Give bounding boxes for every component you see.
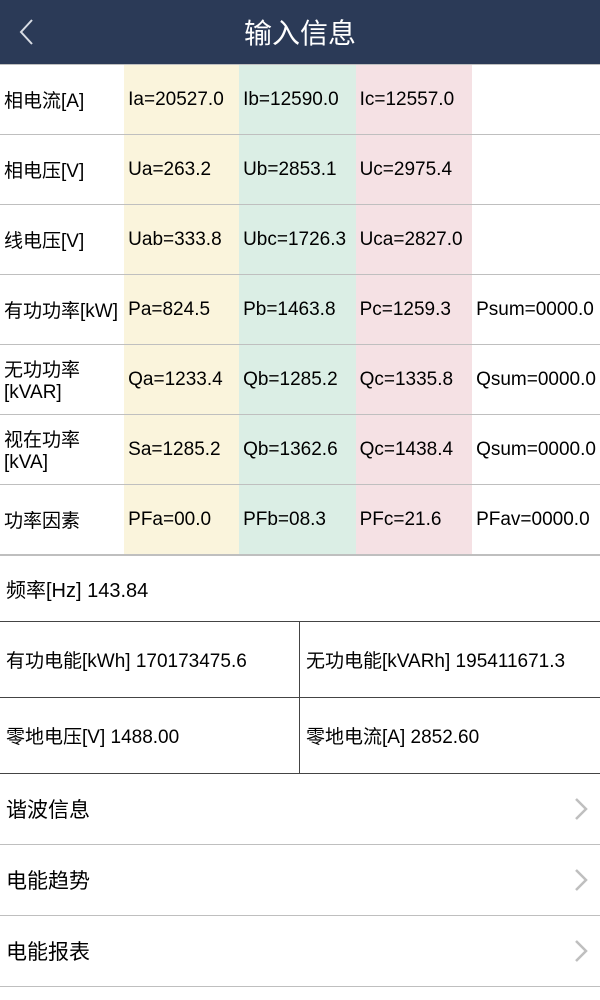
active-energy-cell: 有功电能[kWh] 170173475.6 <box>0 622 300 698</box>
row-label: 无功功率[kVAR] <box>0 345 124 415</box>
phase-a-cell: Qa=1233.4 <box>124 345 239 415</box>
phase-c-cell: Qc=1438.4 <box>356 415 473 485</box>
table-row: 线电压[V]Uab=333.8Ubc=1726.3Uca=2827.0 <box>0 205 600 275</box>
row-label: 线电压[V] <box>0 205 124 275</box>
header: 输入信息 <box>0 0 600 64</box>
phase-a-cell: Pa=824.5 <box>124 275 239 345</box>
ground-current-cell: 零地电流[A] 2852.60 <box>300 698 600 774</box>
row-label: 视在功率[kVA] <box>0 415 124 485</box>
phase-c-cell: Uca=2827.0 <box>356 205 473 275</box>
sum-cell: PFav=0000.0 <box>472 485 600 555</box>
phase-c-cell: Ic=12557.0 <box>356 65 473 135</box>
page-title: 输入信息 <box>0 12 600 52</box>
phase-c-cell: Pc=1259.3 <box>356 275 473 345</box>
nav-item[interactable]: 电能趋势 <box>0 845 600 916</box>
phase-a-cell: Sa=1285.2 <box>124 415 239 485</box>
nav-item[interactable]: 谐波信息 <box>0 774 600 845</box>
sum-cell <box>472 205 600 275</box>
sum-cell <box>472 65 600 135</box>
table-row: 无功功率[kVAR]Qa=1233.4Qb=1285.2Qc=1335.8Qsu… <box>0 345 600 415</box>
phase-c-cell: Qc=1335.8 <box>356 345 473 415</box>
ground-voltage-cell: 零地电压[V] 1488.00 <box>0 698 300 774</box>
energy-grid: 有功电能[kWh] 170173475.6 无功电能[kVARh] 195411… <box>0 621 600 774</box>
nav-item[interactable]: 电能报表 <box>0 916 600 987</box>
measurements-table: 相电流[A]Ia=20527.0Ib=12590.0Ic=12557.0相电压[… <box>0 64 600 555</box>
chevron-right-icon <box>574 797 588 821</box>
frequency-row: 频率[Hz] 143.84 <box>0 555 600 621</box>
row-label: 相电流[A] <box>0 65 124 135</box>
nav-item-label: 电能报表 <box>6 936 90 966</box>
phase-b-cell: Ubc=1726.3 <box>239 205 356 275</box>
row-label: 相电压[V] <box>0 135 124 205</box>
back-icon[interactable] <box>18 18 34 46</box>
sum-cell: Psum=0000.0 <box>472 275 600 345</box>
table-row: 功率因素PFa=00.0PFb=08.3PFc=21.6PFav=0000.0 <box>0 485 600 555</box>
phase-a-cell: PFa=00.0 <box>124 485 239 555</box>
phase-a-cell: Ia=20527.0 <box>124 65 239 135</box>
row-label: 功率因素 <box>0 485 124 555</box>
phase-b-cell: Qb=1362.6 <box>239 415 356 485</box>
phase-b-cell: Qb=1285.2 <box>239 345 356 415</box>
sum-cell: Qsum=0000.0 <box>472 415 600 485</box>
table-row: 相电压[V]Ua=263.2Ub=2853.1Uc=2975.4 <box>0 135 600 205</box>
table-row: 视在功率[kVA]Sa=1285.2Qb=1362.6Qc=1438.4Qsum… <box>0 415 600 485</box>
reactive-energy-cell: 无功电能[kVARh] 195411671.3 <box>300 622 600 698</box>
phase-a-cell: Ua=263.2 <box>124 135 239 205</box>
row-label: 有功功率[kW] <box>0 275 124 345</box>
nav-item-label: 电能趋势 <box>6 865 90 895</box>
sum-cell <box>472 135 600 205</box>
nav-item-label: 谐波信息 <box>6 794 90 824</box>
chevron-right-icon <box>574 868 588 892</box>
table-row: 有功功率[kW]Pa=824.5Pb=1463.8Pc=1259.3Psum=0… <box>0 275 600 345</box>
phase-c-cell: PFc=21.6 <box>356 485 473 555</box>
table-row: 相电流[A]Ia=20527.0Ib=12590.0Ic=12557.0 <box>0 65 600 135</box>
phase-b-cell: Ub=2853.1 <box>239 135 356 205</box>
sum-cell: Qsum=0000.0 <box>472 345 600 415</box>
chevron-right-icon <box>574 939 588 963</box>
phase-a-cell: Uab=333.8 <box>124 205 239 275</box>
phase-b-cell: Pb=1463.8 <box>239 275 356 345</box>
phase-b-cell: PFb=08.3 <box>239 485 356 555</box>
phase-b-cell: Ib=12590.0 <box>239 65 356 135</box>
phase-c-cell: Uc=2975.4 <box>356 135 473 205</box>
